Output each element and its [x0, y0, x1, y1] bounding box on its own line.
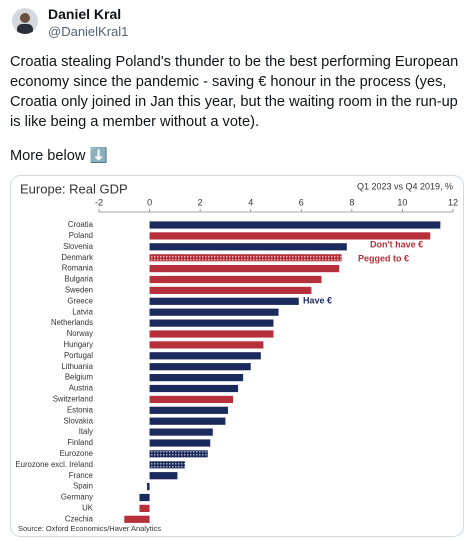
bar — [149, 450, 208, 458]
chart-title: Europe: Real GDP — [20, 181, 128, 196]
avatar[interactable] — [12, 8, 38, 34]
bar — [149, 341, 264, 349]
y-tick-label: Eurozone excl. Ireland — [15, 460, 93, 469]
bar — [149, 384, 239, 393]
bar — [149, 232, 431, 240]
bar — [149, 352, 261, 360]
chart-subtitle: Q1 2023 vs Q4 2019, % — [357, 181, 453, 191]
tweet-text: Croatia stealing Poland's thunder to be … — [10, 54, 459, 130]
bar — [149, 265, 340, 273]
y-tick-label: Bulgaria — [64, 275, 93, 284]
bar — [139, 504, 150, 512]
bar — [149, 417, 226, 425]
y-tick-label: Belgium — [65, 373, 93, 382]
y-tick-label: Greece — [67, 296, 93, 305]
x-tick-label: 0 — [147, 197, 152, 207]
y-tick-label: Croatia — [68, 220, 94, 229]
x-tick-label: 4 — [248, 197, 253, 207]
annotation: Pegged to € — [358, 253, 409, 263]
x-tick-label: 8 — [349, 197, 354, 207]
y-tick-label: Austria — [69, 384, 94, 393]
bar — [149, 297, 299, 305]
y-tick-label: France — [69, 471, 93, 480]
y-tick-label: Denmark — [61, 253, 93, 262]
bar — [149, 319, 274, 327]
bar — [149, 363, 251, 371]
avatar-image — [17, 13, 33, 34]
y-tick-label: Finland — [67, 438, 93, 447]
bar — [149, 286, 312, 294]
y-tick-label: Eurozone — [60, 449, 93, 458]
bar — [149, 406, 228, 414]
bar — [149, 472, 178, 480]
bar — [124, 515, 150, 523]
bar — [149, 254, 342, 262]
bar — [149, 439, 211, 447]
y-tick-label: Estonia — [67, 405, 94, 414]
y-tick-label: Hungary — [64, 340, 94, 349]
x-tick-label: 10 — [397, 197, 407, 207]
y-tick-label: Poland — [69, 231, 93, 240]
bar — [149, 243, 347, 251]
y-tick-label: Spain — [73, 482, 93, 491]
bar — [149, 308, 279, 316]
y-tick-label: Norway — [67, 329, 94, 338]
y-tick-label: Italy — [79, 427, 93, 436]
bar — [147, 483, 150, 491]
chart-source: Source: Oxford Economics/Haver Analytics — [18, 524, 161, 533]
y-tick-label: Switzerland — [53, 394, 93, 403]
y-tick-label: Germany — [61, 493, 93, 502]
bar — [149, 330, 274, 338]
bar — [149, 221, 441, 229]
y-tick-label: Latvia — [72, 307, 93, 316]
y-tick-label: Slovenia — [63, 242, 94, 251]
annotation: Don't have € — [370, 239, 423, 249]
y-tick-label: Czechia — [65, 514, 94, 523]
author-handle[interactable]: @DanielKral1 — [48, 24, 129, 39]
bar — [149, 395, 234, 403]
y-tick-label: Lithuania — [61, 362, 93, 371]
y-tick-label: Netherlands — [51, 318, 93, 327]
x-tick-label: 2 — [198, 197, 203, 207]
x-tick-label: 12 — [448, 197, 458, 207]
y-tick-label: Romania — [62, 264, 94, 273]
x-tick-label: -2 — [95, 197, 103, 207]
bar — [149, 461, 185, 469]
chart[interactable]: Europe: Real GDP Q1 2023 vs Q4 2019, % S… — [10, 175, 464, 537]
y-tick-label: Portugal — [64, 351, 93, 360]
author-name[interactable]: Daniel Kral — [48, 6, 122, 22]
y-tick-label: Sweden — [65, 285, 93, 294]
y-tick-label: Slovakia — [64, 416, 94, 425]
bar — [149, 428, 213, 436]
bar — [149, 374, 244, 382]
bar — [149, 275, 322, 284]
x-tick-label: 6 — [299, 197, 304, 207]
annotation: Have € — [303, 295, 332, 305]
more-below: More below ⬇️ — [10, 148, 108, 164]
bar — [139, 493, 150, 502]
y-tick-label: UK — [82, 503, 94, 512]
